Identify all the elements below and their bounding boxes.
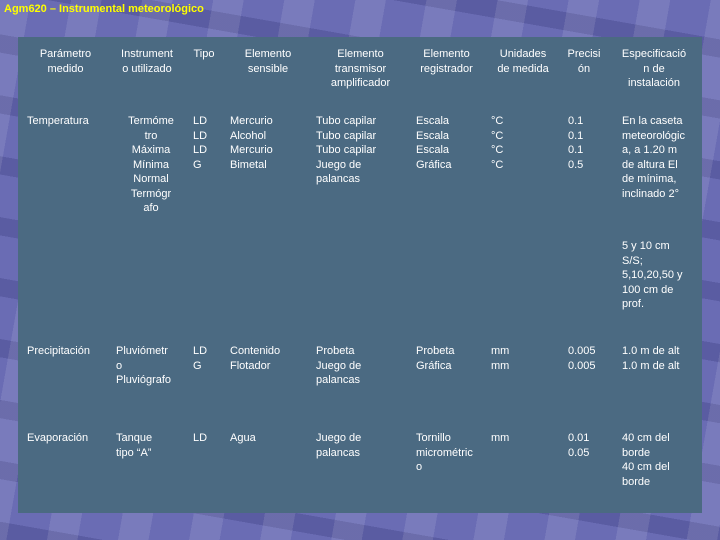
instrument-table: Parámetro medido Instrument o utilizado …: [18, 37, 702, 513]
row-precipitacion-especificacion: 1.0 m de alt 1.0 m de alt: [622, 345, 680, 372]
header-elemento-sensible: Elemento sensible: [244, 48, 292, 75]
row-evaporacion-precision: 0.01 0.05: [568, 432, 590, 459]
row-precipitacion-tipo: LD G: [193, 345, 208, 372]
row-evaporacion-registrador: Tornillo micrométric o: [416, 432, 473, 473]
header-tipo: Tipo: [193, 48, 215, 60]
row-precipitacion-sensible: Contenido Flotador: [230, 345, 281, 372]
row-precipitacion-unidades: mm mm: [491, 345, 510, 372]
row-precipitacion-parametro: Precipitación: [27, 345, 90, 357]
row-temperatura-precision: 0.1 0.1 0.1 0.5: [568, 115, 584, 171]
row-temperatura-unidades: °C °C °C °C: [491, 115, 504, 171]
header-unidades: Unidades de medida: [497, 48, 549, 75]
header-especificacion: Especificació n de instalación: [621, 48, 687, 89]
row-temperatura-especificacion: En la caseta meteorológic a, a 1.20 m de…: [622, 115, 685, 200]
row-evaporacion-transmisor: Juego de palancas: [316, 432, 362, 459]
row-precipitacion-instrumento: Pluviómetr o Pluviógrafo: [116, 345, 172, 386]
row-evaporacion-unidades: mm: [491, 432, 510, 444]
row-evaporacion-tipo: LD: [193, 432, 208, 444]
row-evaporacion-instrumento: Tanque tipo “A”: [116, 432, 153, 459]
row-evaporacion-sensible: Agua: [230, 432, 256, 444]
header-parametro: Parámetro medido: [39, 48, 92, 75]
row-temperatura-sensible: Mercurio Alcohol Mercurio Bimetal: [230, 115, 273, 171]
header-elemento-transmisor: Elemento transmisor amplificador: [330, 48, 391, 89]
row-precipitacion-registrador: Probeta Gráfica: [416, 345, 455, 372]
row-temperatura-tipo: LD LD LD G: [193, 115, 208, 171]
row-evaporacion-especificacion: 40 cm del borde 40 cm del borde: [622, 432, 670, 488]
row-precipitacion-precision: 0.005 0.005: [568, 345, 596, 372]
row-temperatura-parametro: Temperatura: [27, 115, 89, 127]
row-temperatura-especificacion-extra: 5 y 10 cm S/S; 5,10,20,50 y 100 cm de pr…: [622, 240, 683, 310]
slide-title: Agm620 – Instrumental meteorológico: [4, 3, 204, 15]
row-evaporacion-parametro: Evaporación: [27, 432, 89, 444]
header-instrumento: Instrument o utilizado: [121, 48, 173, 75]
header-elemento-registrador: Elemento registrador: [420, 48, 473, 75]
row-temperatura-instrumento: Termóme tro Máxima Mínima Normal Termógr…: [128, 115, 174, 214]
header-precision: Precisi ón: [567, 48, 601, 75]
row-temperatura-transmisor: Tubo capilar Tubo capilar Tubo capilar J…: [316, 115, 377, 185]
row-precipitacion-transmisor: Probeta Juego de palancas: [316, 345, 362, 386]
row-temperatura-registrador: Escala Escala Escala Gráfica: [416, 115, 452, 171]
